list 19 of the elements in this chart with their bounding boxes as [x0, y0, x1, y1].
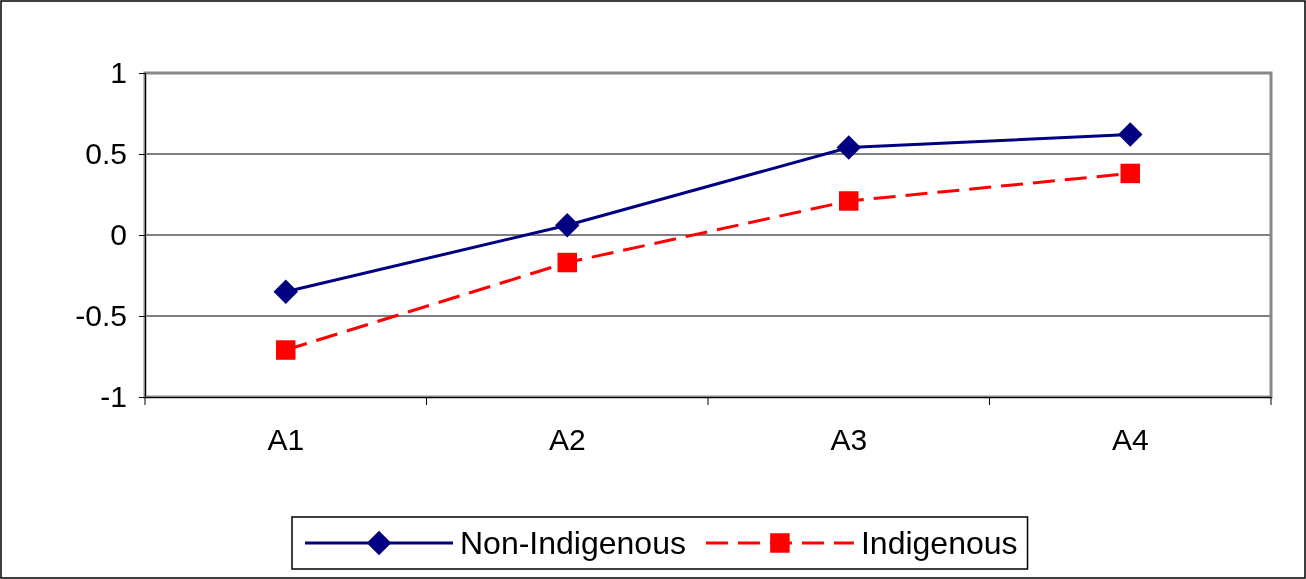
y-tick-label: 1 — [110, 56, 127, 90]
x-tick-label: A1 — [267, 423, 305, 457]
point — [555, 213, 580, 238]
legend-label: Non-Indigenous — [460, 525, 686, 561]
point — [839, 191, 859, 211]
point — [836, 135, 861, 160]
point — [1118, 122, 1143, 147]
point — [1120, 163, 1140, 184]
x-tick-label: A4 — [1111, 423, 1149, 457]
point — [557, 252, 577, 273]
x-tick-label: A3 — [830, 423, 868, 457]
x-tick-label: A2 — [548, 423, 586, 457]
legend-label: Indigenous — [860, 525, 1018, 561]
point — [273, 279, 298, 304]
y-tick-label: 0.5 — [85, 137, 127, 171]
point — [276, 340, 296, 360]
y-tick-label: 0 — [110, 218, 127, 252]
y-tick-label: -0.5 — [75, 299, 127, 333]
y-tick-label: -1 — [100, 380, 127, 414]
